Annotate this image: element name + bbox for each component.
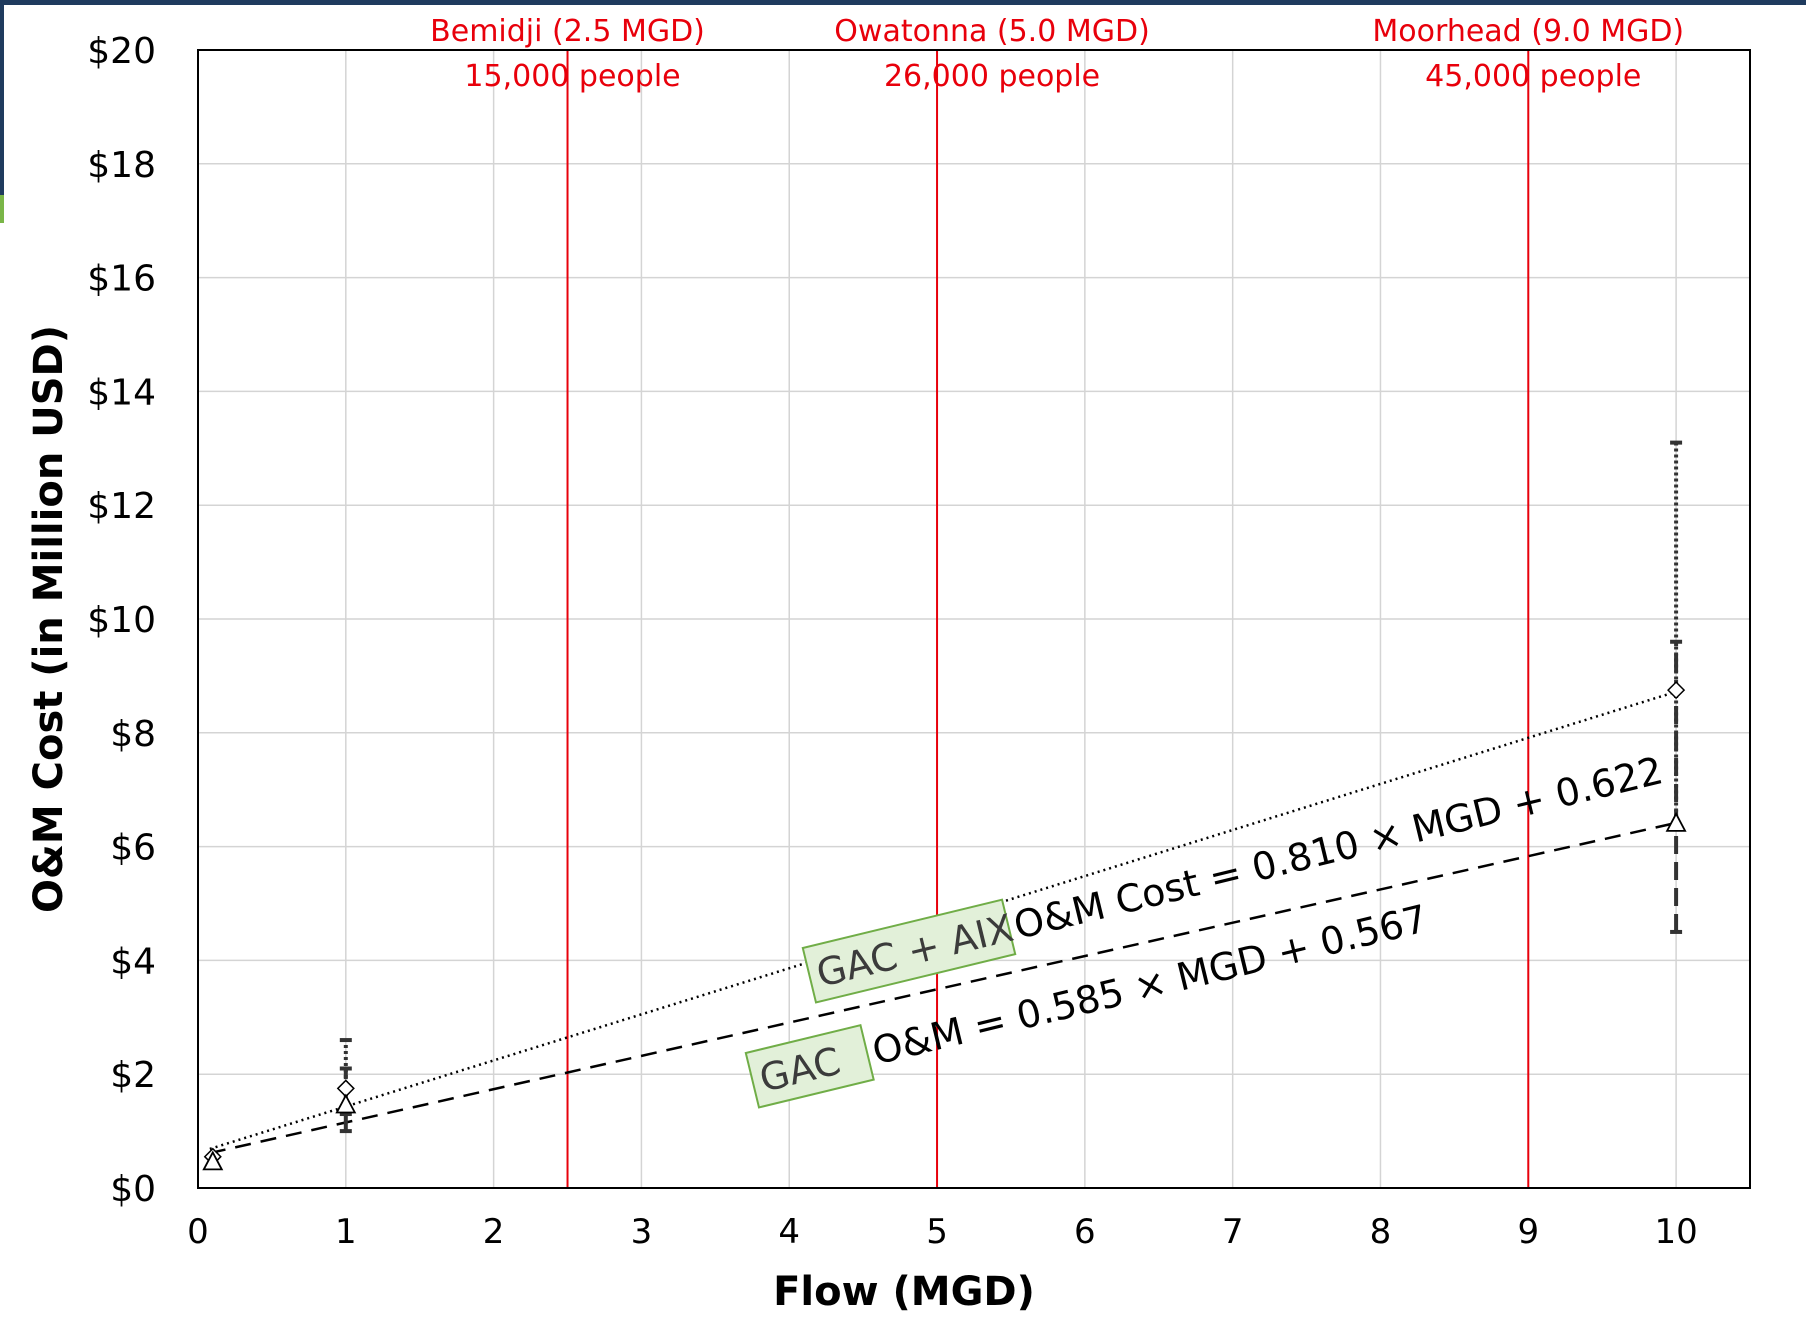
y-tick-label: $2 <box>110 1055 156 1096</box>
x-tick-label: 9 <box>1517 1212 1539 1252</box>
x-tick-label: 6 <box>1074 1212 1096 1252</box>
x-tick-label: 10 <box>1654 1212 1697 1252</box>
x-tick-label: 3 <box>631 1212 653 1252</box>
triangle-marker <box>1665 811 1687 832</box>
x-tick-label: 7 <box>1222 1212 1244 1252</box>
plot-area-border <box>197 49 1751 1189</box>
triangle-marker <box>202 1150 224 1171</box>
y-tick-label: $0 <box>110 1169 156 1210</box>
trendline-tag-box <box>801 898 1017 1004</box>
trendline-gac <box>209 821 1677 1155</box>
y-tick-label: $8 <box>110 714 156 755</box>
y-tick-label: $12 <box>87 486 156 527</box>
y-tick-label: $10 <box>87 600 156 641</box>
trendline-gac-aix <box>209 690 1677 1151</box>
tick-labels: 0 1 2 3 4 5 6 7 8 9 10 $0 $2 $4 $6 $8 $10 $12 $14 $16 $18 $20 <box>87 31 1697 1252</box>
trendlines <box>209 690 1677 1155</box>
x-tick-label: 4 <box>778 1212 800 1252</box>
x-tick-label: 0 <box>187 1212 209 1252</box>
x-axis-title: Flow (MGD) <box>773 1269 1035 1315</box>
x-tick-label: 8 <box>1370 1212 1392 1252</box>
y-tick-label: $6 <box>110 828 156 869</box>
annotation-population: 15,000 people <box>464 59 680 94</box>
trendline-tag: GAC + AIX <box>812 906 1017 996</box>
y-axis-title: O&M Cost (in Million USD) <box>26 325 72 913</box>
triangle-marker <box>335 1093 357 1114</box>
annotation-population: 26,000 people <box>884 59 1100 94</box>
diamond-marker <box>1667 681 1686 700</box>
y-tick-label: $14 <box>87 372 156 413</box>
y-tick-label: $18 <box>87 145 156 186</box>
annotation-city: Bemidji (2.5 MGD) <box>430 14 705 49</box>
x-tick-label: 1 <box>335 1212 357 1252</box>
annotation-city: Owatonna (5.0 MGD) <box>834 14 1149 49</box>
annotation-city: Moorhead (9.0 MGD) <box>1372 14 1684 49</box>
x-tick-label: 2 <box>483 1212 505 1252</box>
slide-frame-accent-bar <box>0 195 4 223</box>
y-tick-label: $16 <box>87 259 156 300</box>
slide-frame-top-bar <box>0 0 1806 5</box>
annotations: Bemidji (2.5 MGD) 15,000 people Owatonna (… <box>430 14 1684 94</box>
trendline-tag-box <box>744 1023 875 1109</box>
x-tick-label: 5 <box>926 1212 948 1252</box>
annotation-population: 45,000 people <box>1425 59 1641 94</box>
reference-lines <box>566 50 1530 1188</box>
data-markers <box>202 681 1687 1171</box>
y-tick-label: $20 <box>87 31 156 72</box>
y-tick-label: $4 <box>110 941 156 982</box>
slide-frame-left-bar <box>0 0 4 195</box>
